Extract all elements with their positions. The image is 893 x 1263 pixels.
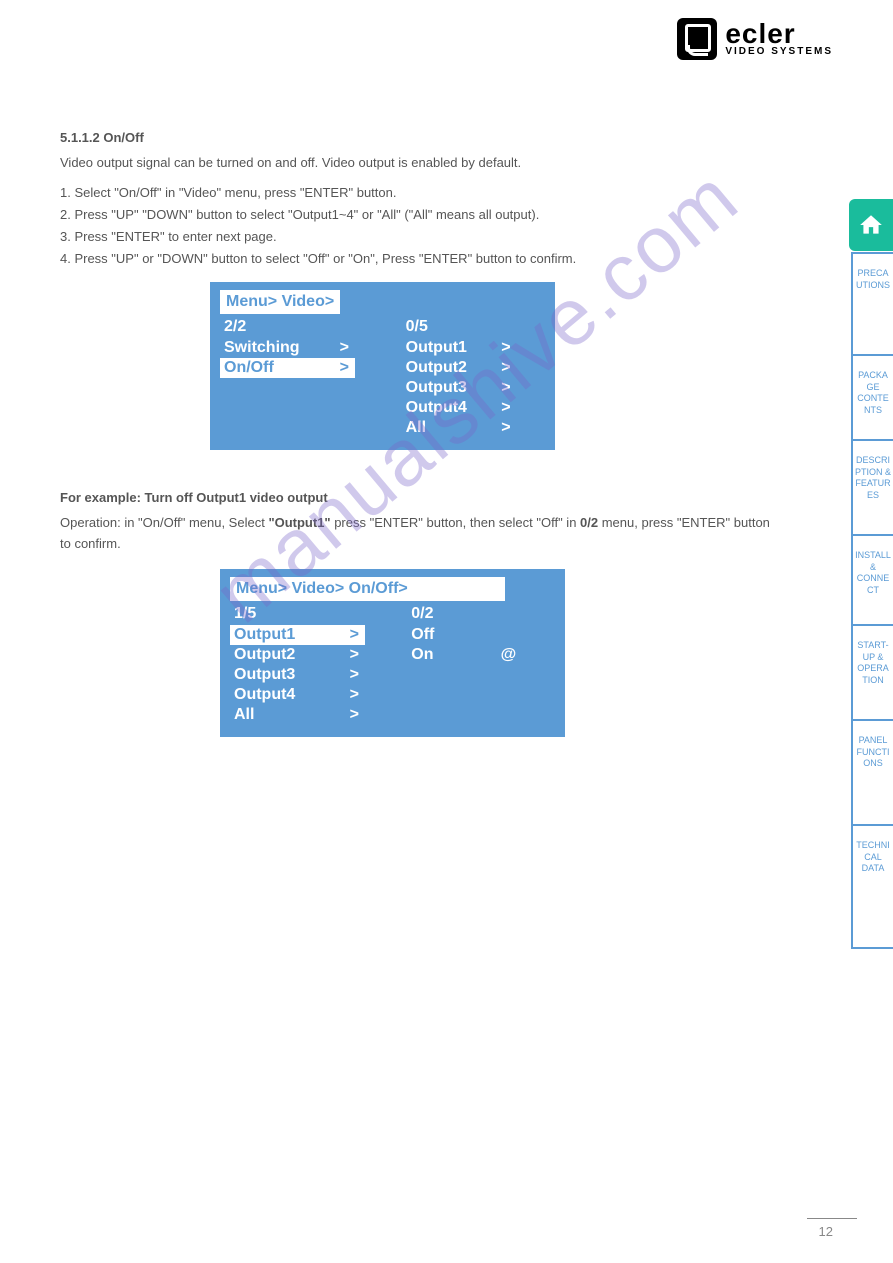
sidebar-item-description[interactable]: DESCRIPTION &FEATURES bbox=[851, 439, 893, 534]
brand-logo-text: ecler VIDEO SYSTEMS bbox=[725, 21, 833, 57]
brand-main: ecler bbox=[725, 21, 833, 46]
menu2-left-counter: 1/5 bbox=[230, 605, 407, 623]
menu2-left-row: Output2> bbox=[230, 645, 365, 665]
section1-title: 5.1.1.2 On/Off bbox=[60, 130, 773, 145]
sidebar-item-package[interactable]: PACKAGECONTENTS bbox=[851, 354, 893, 439]
page-number: 12 bbox=[819, 1224, 833, 1239]
menu1-right-row: All> bbox=[402, 418, 517, 438]
menu2-right-row: Off bbox=[407, 625, 522, 645]
menu1-right-row: Output3> bbox=[402, 378, 517, 398]
home-button[interactable] bbox=[849, 199, 893, 251]
menu2-right-counter: 0/2 bbox=[407, 605, 555, 623]
page-content: 5.1.1.2 On/Off Video output signal can b… bbox=[60, 100, 773, 737]
brand-logo: ecler VIDEO SYSTEMS bbox=[677, 18, 833, 60]
home-icon bbox=[858, 212, 884, 238]
section2-desc: Operation: in "On/Off" menu, Select "Out… bbox=[60, 513, 773, 555]
step-item: 2. Press "UP" "DOWN" button to select "O… bbox=[60, 204, 773, 226]
menu1-right-row: Output4> bbox=[402, 398, 517, 418]
menu1-right-column: 0/5 Output1> Output2> Output3> Output4> … bbox=[402, 318, 545, 438]
section1-steps: 1. Select "On/Off" in "Video" menu, pres… bbox=[60, 182, 773, 270]
menu2-breadcrumb: Menu> Video> On/Off> bbox=[230, 577, 505, 601]
menu2-left-row: Output3> bbox=[230, 665, 365, 685]
menu2-left-column: 1/5 Output1> Output2> Output3> Output4> … bbox=[230, 605, 407, 725]
menu1-breadcrumb: Menu> Video> bbox=[220, 290, 340, 314]
menu1-left-row: Switching> bbox=[220, 338, 355, 358]
menu2-right-column: 0/2 Off On@ bbox=[407, 605, 555, 725]
menu1-right-row: Output1> bbox=[402, 338, 517, 358]
menu2-right-row: On@ bbox=[407, 645, 522, 665]
sidebar-item-startup[interactable]: START-UP &OPERATION bbox=[851, 624, 893, 719]
step-item: 1. Select "On/Off" in "Video" menu, pres… bbox=[60, 182, 773, 204]
menu1-left-column: 2/2 Switching> On/Off> bbox=[220, 318, 402, 438]
sidebar-item-panel[interactable]: PANELFUNCTIONS bbox=[851, 719, 893, 824]
sidebar-item-install[interactable]: INSTALL &CONNECT bbox=[851, 534, 893, 624]
menu2-left-row: All> bbox=[230, 705, 365, 725]
menu1-right-row: Output2> bbox=[402, 358, 517, 378]
step-item: 4. Press "UP" or "DOWN" button to select… bbox=[60, 248, 773, 270]
sidebar-nav: PRECAUTIONS PACKAGECONTENTS DESCRIPTION … bbox=[851, 252, 893, 949]
menu2-columns: 1/5 Output1> Output2> Output3> Output4> … bbox=[230, 605, 555, 725]
sidebar-item-technical[interactable]: TECHNICALDATA bbox=[851, 824, 893, 949]
sidebar-item-precautions[interactable]: PRECAUTIONS bbox=[851, 254, 893, 354]
brand-logo-icon bbox=[677, 18, 717, 60]
brand-sub: VIDEO SYSTEMS bbox=[725, 46, 833, 57]
menu2-left-row-selected: Output1> bbox=[230, 625, 365, 645]
menu1-columns: 2/2 Switching> On/Off> 0/5 Output1> Outp… bbox=[220, 318, 545, 438]
menu-screenshot-1: Menu> Video> 2/2 Switching> On/Off> 0/5 … bbox=[210, 282, 555, 450]
section2-title: For example: Turn off Output1 video outp… bbox=[60, 490, 773, 505]
section1-desc: Video output signal can be turned on and… bbox=[60, 153, 773, 174]
menu1-right-counter: 0/5 bbox=[402, 318, 545, 336]
menu2-left-row: Output4> bbox=[230, 685, 365, 705]
menu-screenshot-2: Menu> Video> On/Off> 1/5 Output1> Output… bbox=[220, 569, 565, 737]
step-item: 3. Press "ENTER" to enter next page. bbox=[60, 226, 773, 248]
menu1-left-row-selected: On/Off> bbox=[220, 358, 355, 378]
menu1-left-counter: 2/2 bbox=[220, 318, 402, 336]
